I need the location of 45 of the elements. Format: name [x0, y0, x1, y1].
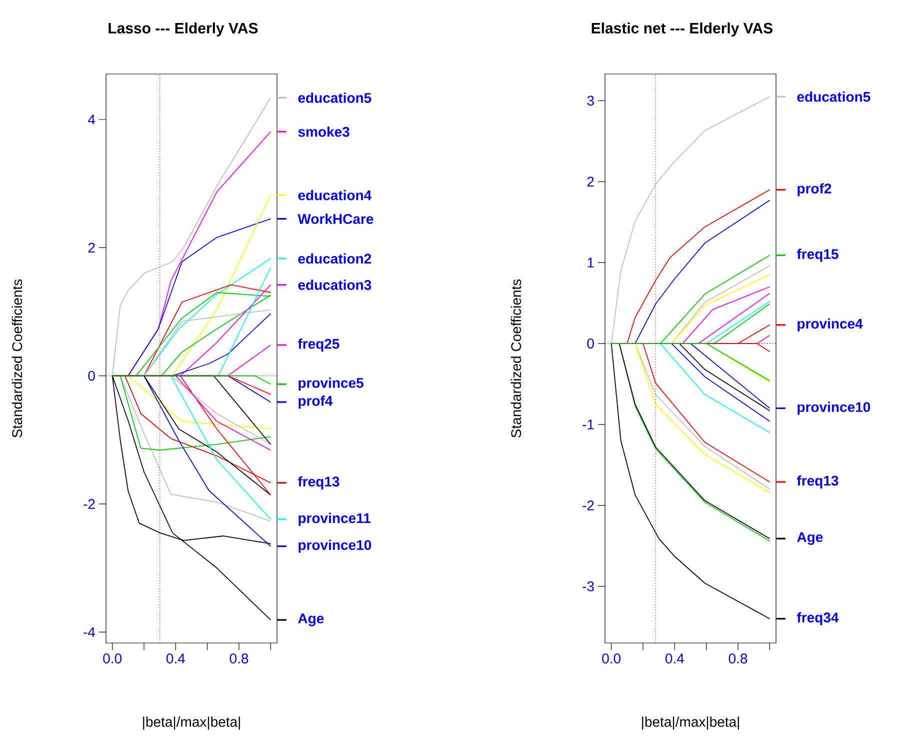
y-tick-label: 1 — [588, 258, 594, 268]
x-axis-title: |beta|/max|beta| — [642, 716, 739, 730]
legend-label: Age — [797, 532, 823, 545]
x-tick-label: 0.8 — [728, 654, 748, 664]
x-tick-label: 0.8 — [230, 654, 248, 664]
legend-label: education4 — [298, 190, 372, 200]
y-tick-label: 3 — [587, 96, 594, 106]
legend-label: province10 — [798, 402, 870, 415]
chart-title: Lasso --- Elderly VAS — [108, 22, 258, 36]
y-axis-title: Standardized Coefficients — [510, 279, 522, 438]
legend-label: province10 — [298, 540, 372, 553]
legend-label: education2 — [298, 253, 372, 264]
legend-label: prof4 — [298, 396, 333, 409]
x-tick-label: 0.4 — [166, 654, 185, 664]
legend-label: education5 — [797, 92, 870, 102]
legend-label: province11 — [298, 512, 370, 526]
y-tick-label: -3 — [582, 581, 594, 592]
y-tick-label: -1 — [582, 420, 594, 430]
legend-label: province4 — [798, 318, 863, 332]
y-tick-label: 2 — [587, 176, 594, 187]
x-axis-title: |beta|/max|beta| — [143, 716, 240, 730]
legend-label: freq13 — [796, 475, 838, 488]
legend-label: freq25 — [298, 338, 340, 352]
chart-title: Elastic net --- Elderly VAS — [592, 22, 773, 36]
legend-label: freq15 — [796, 248, 838, 262]
x-tick-label: 0.4 — [665, 654, 684, 664]
y-tick-label: -2 — [84, 499, 95, 509]
legend-label: smoke3 — [298, 126, 350, 137]
y-tick-label: 0 — [88, 370, 95, 381]
legend-label: Age — [298, 614, 324, 626]
y-tick-label: 0 — [587, 338, 594, 348]
legend-label: education5 — [298, 92, 372, 103]
y-tick-label: 4 — [88, 114, 96, 124]
y-tick-label: -2 — [582, 500, 594, 510]
legend-label: prof2 — [798, 183, 832, 196]
legend-label: education3 — [298, 280, 372, 290]
x-tick-label: 0.0 — [103, 654, 122, 664]
legend-label: freq13 — [298, 476, 340, 490]
y-tick-label: -4 — [84, 627, 96, 637]
x-tick-label: 0.0 — [602, 654, 621, 664]
y-axis-title: Standardized Coefficients — [12, 279, 22, 438]
legend-label: WorkHCare — [298, 214, 374, 224]
legend-label: province5 — [298, 378, 364, 391]
legend-label: freq34 — [796, 612, 839, 626]
y-tick-label: 2 — [88, 242, 95, 253]
